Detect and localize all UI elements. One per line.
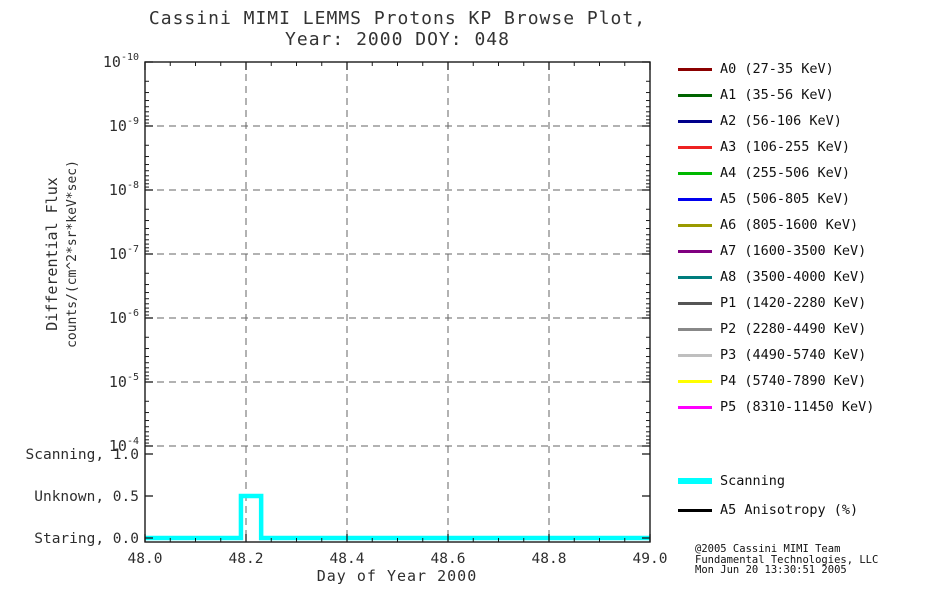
legend-item-a0: A0 (27-35 KeV) (678, 61, 834, 77)
legend-label-a7: A7 (1600-3500 KeV) (720, 243, 867, 259)
flux-axis-tick-label: 10-6 (109, 308, 139, 327)
y-axis-title-line1: Differential Flux (43, 177, 61, 331)
legend-label-a4: A4 (255-506 KeV) (720, 165, 851, 181)
legend: A0 (27-35 KeV) A1 (35-56 KeV) A2 (56-106 K… (678, 61, 948, 541)
legend-label-a1: A1 (35-56 KeV) (720, 87, 834, 103)
legend-label-p2: P2 (2280-4490 KeV) (720, 321, 867, 337)
mode-axis-tick-label: Staring, 0.0 (34, 531, 139, 547)
x-axis-tick-label: 48.8 (532, 551, 567, 567)
x-axis-title: Day of Year 2000 (317, 567, 478, 585)
legend-label-a0: A0 (27-35 KeV) (720, 61, 834, 77)
a4-color-swatch (678, 171, 712, 175)
legend-item-p5: P5 (8310-11450 KeV) (678, 399, 874, 415)
legend-item-a2: A2 (56-106 KeV) (678, 113, 842, 129)
p4-color-swatch (678, 379, 712, 383)
mode-axis-tick-label: Unknown, 0.5 (34, 489, 139, 505)
legend-item-p3: P3 (4490-5740 KeV) (678, 347, 866, 363)
scanning-color-swatch (678, 478, 712, 484)
a3-color-swatch (678, 145, 712, 149)
legend-item-a1: A1 (35-56 KeV) (678, 87, 834, 103)
legend-label-a5-anisotropy: A5 Anisotropy (%) (720, 502, 859, 518)
flux-axis-tick-label: 10-7 (109, 244, 139, 263)
plot-title-line2: Year: 2000 DOY: 048 (285, 29, 510, 50)
legend-label-a3: A3 (106-255 KeV) (720, 139, 851, 155)
legend-label-a5: A5 (506-805 KeV) (720, 191, 851, 207)
flux-axis-tick-label: 10-8 (109, 180, 139, 199)
flux-axis-tick-label: 10-10 (103, 52, 139, 71)
scanning-mode-line (145, 493, 650, 541)
a5-color-swatch (678, 197, 712, 201)
y-axis-title-line2: counts/(cm^2*sr*keV*sec) (65, 160, 80, 348)
plot-title-line1: Cassini MIMI LEMMS Protons KP Browse Plo… (148, 8, 647, 29)
legend-label-p1: P1 (1420-2280 KeV) (720, 295, 867, 311)
legend-label-p4: P4 (5740-7890 KeV) (720, 373, 867, 389)
flux-axis-tick-label: 10-9 (109, 116, 139, 135)
a8-color-swatch (678, 275, 712, 279)
a1-color-swatch (678, 93, 712, 97)
legend-label-a6: A6 (805-1600 KeV) (720, 217, 859, 233)
legend-item-a8: A8 (3500-4000 KeV) (678, 269, 866, 285)
legend-item-a7: A7 (1600-3500 KeV) (678, 243, 866, 259)
a5-anisotropy-color-swatch (678, 508, 712, 512)
credit-line-team: @2005 Cassini MIMI Team (695, 543, 841, 555)
legend-label-a2: A2 (56-106 KeV) (720, 113, 842, 129)
legend-label-p5: P5 (8310-11450 KeV) (720, 399, 875, 415)
plot-border (144, 61, 651, 543)
p2-color-swatch (678, 327, 712, 331)
legend-item-a4: A4 (255-506 KeV) (678, 165, 850, 181)
legend-item-p1: P1 (1420-2280 KeV) (678, 295, 866, 311)
x-axis-tick-label: 48.4 (330, 551, 365, 567)
credits: @2005 Cassini MIMI Team Fundamental Tech… (695, 544, 878, 576)
plot-title: Cassini MIMI LEMMS Protons KP Browse Plo… (145, 8, 650, 50)
legend-item-a5: A5 (506-805 KeV) (678, 191, 850, 207)
x-axis-tick-label: 48.6 (431, 551, 466, 567)
p3-color-swatch (678, 353, 712, 357)
x-axis-tick-label: 48.2 (229, 551, 264, 567)
credit-line-company: Fundamental Technologies, LLC (695, 553, 879, 566)
legend-item-p2: P2 (2280-4490 KeV) (678, 321, 866, 337)
legend-item-p4: P4 (5740-7890 KeV) (678, 373, 866, 389)
x-axis-tick-label: 49.0 (633, 551, 668, 567)
flux-axis-tick-label: 10-5 (109, 372, 139, 391)
credit-line-timestamp: Mon Jun 20 13:30:51 2005 (695, 564, 847, 576)
p5-color-swatch (678, 405, 712, 409)
legend-label-a8: A8 (3500-4000 KeV) (720, 269, 867, 285)
legend-label-scanning: Scanning (720, 473, 786, 489)
legend-item-a6: A6 (805-1600 KeV) (678, 217, 858, 233)
a6-color-swatch (678, 223, 712, 227)
legend-item-scanning: Scanning (678, 473, 785, 489)
x-axis-tick-label: 48.0 (128, 551, 163, 567)
mode-axis-tick-label: Scanning, 1.0 (26, 447, 140, 463)
p1-color-swatch (678, 301, 712, 305)
a0-color-swatch (678, 67, 712, 71)
legend-item-a3: A3 (106-255 KeV) (678, 139, 850, 155)
legend-label-p3: P3 (4490-5740 KeV) (720, 347, 867, 363)
legend-item-a5-anisotropy: A5 Anisotropy (%) (678, 502, 858, 518)
a7-color-swatch (678, 249, 712, 253)
a2-color-swatch (678, 119, 712, 123)
